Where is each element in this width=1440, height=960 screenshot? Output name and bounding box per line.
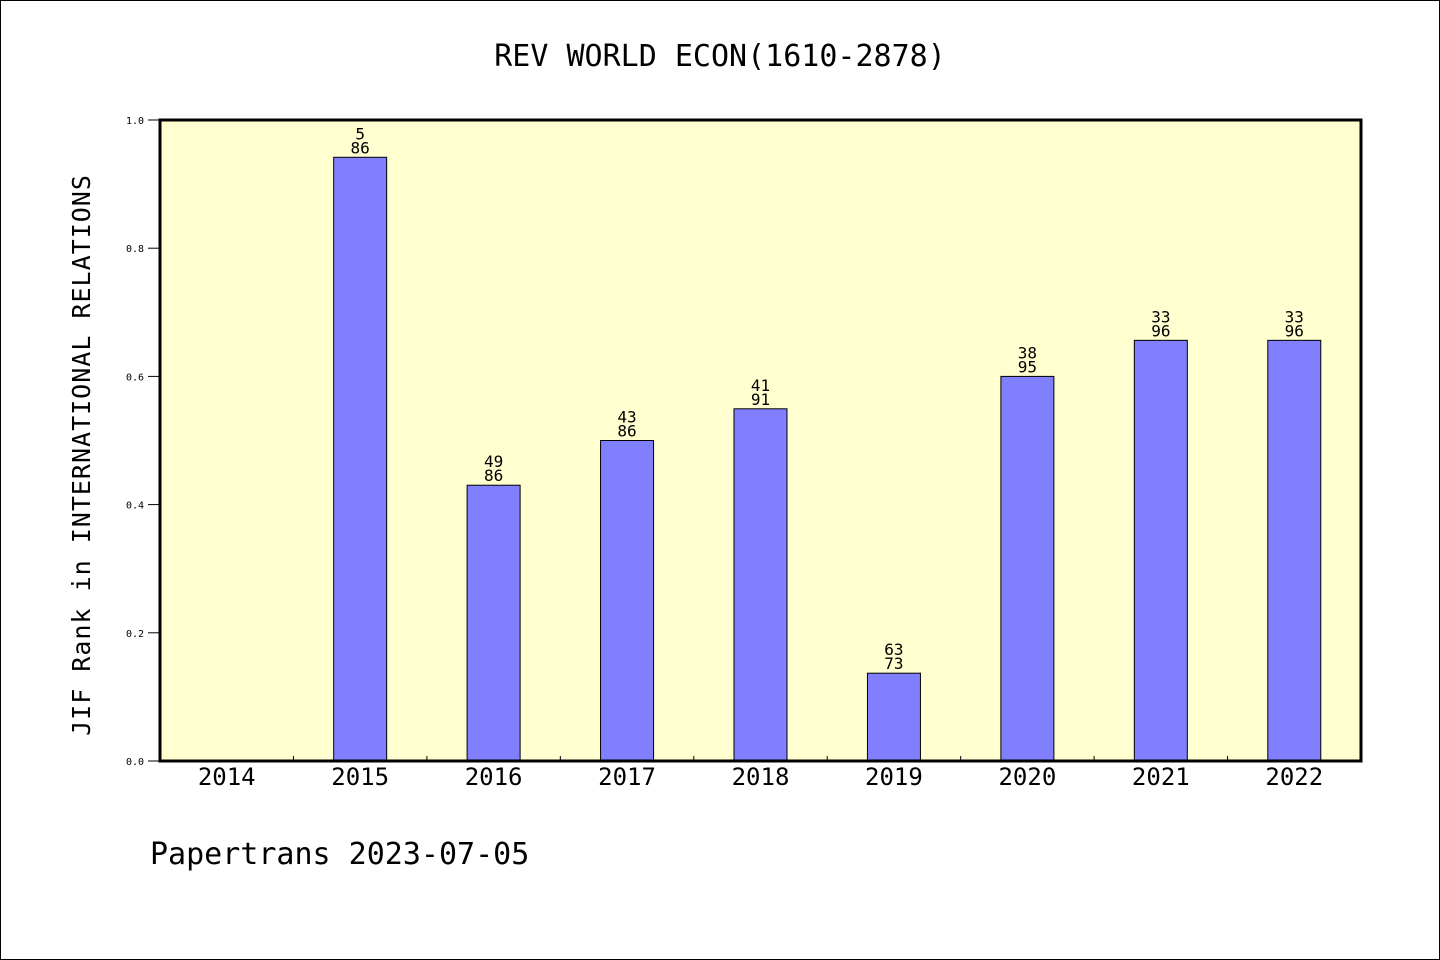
y-tick-label-2: 0.4 (126, 501, 144, 512)
y-tick-label-3: 0.6 (126, 372, 144, 383)
bar-2015 (333, 156, 388, 762)
data-label-bottom-2018: 91 (751, 390, 770, 409)
y-tick-label-4: 0.8 (126, 244, 144, 255)
data-label-top-2018: 41 (751, 376, 770, 395)
bar-2019 (866, 672, 921, 762)
bar-2020 (1000, 375, 1055, 762)
data-label-bottom-2016: 86 (484, 466, 503, 485)
data-label-top-2020: 38 (1018, 343, 1037, 362)
data-label-top-2017: 43 (617, 408, 636, 427)
data-label-bottom-2015: 86 (351, 138, 370, 157)
data-label-bottom-2021: 96 (1151, 321, 1170, 340)
bar-2021 (1133, 339, 1188, 762)
bar-2018 (733, 408, 788, 762)
y-tick-label-0: 0.0 (126, 757, 144, 768)
x-tick-label-2022: 2022 (1265, 763, 1323, 791)
ticks-group: 2014 2015 2016 2017 2018 2019 2020 2021 2022 0.0 0… (126, 116, 1323, 791)
y-axis-label: JIF Rank in INTERNATIONAL RELATIONS (67, 174, 96, 736)
x-tick-label-2021: 2021 (1132, 763, 1190, 791)
data-label-bottom-2022: 96 (1285, 321, 1304, 340)
bar-2022 (1267, 339, 1322, 762)
data-label-top-2021: 33 (1151, 307, 1170, 326)
bar-2017 (600, 440, 655, 762)
x-tick-label-2015: 2015 (331, 763, 389, 791)
x-tick-label-2020: 2020 (998, 763, 1056, 791)
data-label-top-2022: 33 (1285, 307, 1304, 326)
plot-border (158, 118, 1363, 763)
x-tick-label-2014: 2014 (198, 763, 256, 791)
data-label-bottom-2019: 73 (884, 654, 903, 673)
y-tick-label-1: 0.2 (126, 629, 144, 640)
footer-text: Papertrans 2023-07-05 (150, 837, 529, 872)
x-tick-label-2019: 2019 (865, 763, 923, 791)
bar-2016 (466, 484, 521, 762)
data-label-top-2015: 5 (355, 124, 365, 143)
x-tick-label-2016: 2016 (465, 763, 523, 791)
data-label-top-2019: 63 (884, 640, 903, 659)
x-tick-label-2018: 2018 (732, 763, 790, 791)
x-tick-label-2017: 2017 (598, 763, 656, 791)
chart-title: REV WORLD ECON(1610-2878) (494, 39, 946, 74)
data-label-top-2016: 49 (484, 452, 503, 471)
data-label-bottom-2020: 95 (1018, 357, 1037, 376)
data-label-bottom-2017: 86 (617, 422, 636, 441)
y-tick-label-5: 1.0 (126, 116, 144, 127)
